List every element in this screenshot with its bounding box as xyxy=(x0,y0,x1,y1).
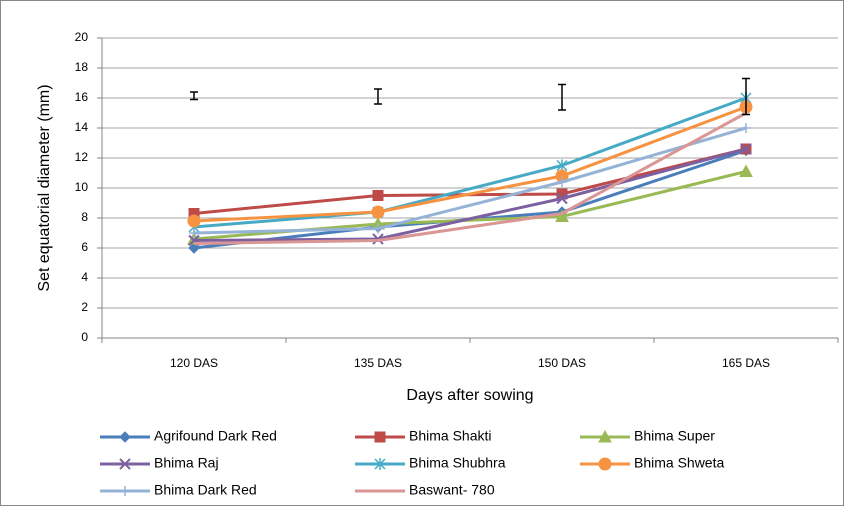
legend-label: Baswant- 780 xyxy=(409,482,495,498)
legend-label: Bhima Super xyxy=(634,428,715,444)
legend-label: Agrifound Dark Red xyxy=(154,428,277,444)
legend-label: Bhima Dark Red xyxy=(154,482,257,498)
series-line xyxy=(193,96,747,229)
legend-marker xyxy=(120,486,130,496)
marker xyxy=(371,205,385,219)
series-line xyxy=(193,111,747,245)
x-tick-label: 165 DAS xyxy=(722,356,770,370)
x-tick-label: 120 DAS xyxy=(170,356,218,370)
error-bar xyxy=(190,91,198,101)
marker xyxy=(555,209,569,222)
x-tick-label: 135 DAS xyxy=(354,356,402,370)
error-bar xyxy=(374,88,382,105)
marker xyxy=(557,177,567,187)
legend-marker xyxy=(374,458,386,470)
y-tick-label: 8 xyxy=(81,210,88,224)
marker xyxy=(187,214,201,228)
y-tick-label: 18 xyxy=(75,60,89,74)
legend-label: Bhima Shweta xyxy=(634,455,724,471)
error-bar xyxy=(558,83,566,111)
legend-marker xyxy=(598,457,612,471)
y-tick-label: 12 xyxy=(75,150,89,164)
legend-label: Bhima Shakti xyxy=(409,428,491,444)
y-tick-label: 16 xyxy=(75,90,89,104)
marker xyxy=(372,190,384,201)
x-axis-title: Days after sowing xyxy=(406,387,533,404)
x-tick-label: 150 DAS xyxy=(538,356,586,370)
series-line xyxy=(193,147,747,242)
marker xyxy=(556,192,568,205)
marker xyxy=(373,223,383,234)
y-tick-label: 10 xyxy=(75,180,89,194)
legend-marker xyxy=(119,458,131,470)
y-tick-label: 2 xyxy=(81,300,88,314)
y-tick-label: 0 xyxy=(81,330,88,344)
error-bar xyxy=(742,77,750,116)
legend-marker xyxy=(598,429,612,443)
marker xyxy=(188,242,200,254)
marker xyxy=(740,143,752,155)
y-tick-label: 6 xyxy=(81,240,88,254)
y-axis-title: Set equatorial diameter (mm) xyxy=(36,84,53,291)
legend-marker xyxy=(119,431,131,443)
series-line xyxy=(193,126,747,235)
marker xyxy=(741,123,751,133)
y-tick-label: 4 xyxy=(81,270,88,284)
y-tick-label: 14 xyxy=(75,120,89,134)
marker xyxy=(739,164,753,177)
series-line xyxy=(193,105,747,223)
y-tick-label: 20 xyxy=(75,30,89,44)
legend-label: Bhima Raj xyxy=(154,455,219,471)
legend-label: Bhima Shubhra xyxy=(409,455,506,471)
legend-marker xyxy=(374,431,386,443)
marker xyxy=(189,228,199,238)
